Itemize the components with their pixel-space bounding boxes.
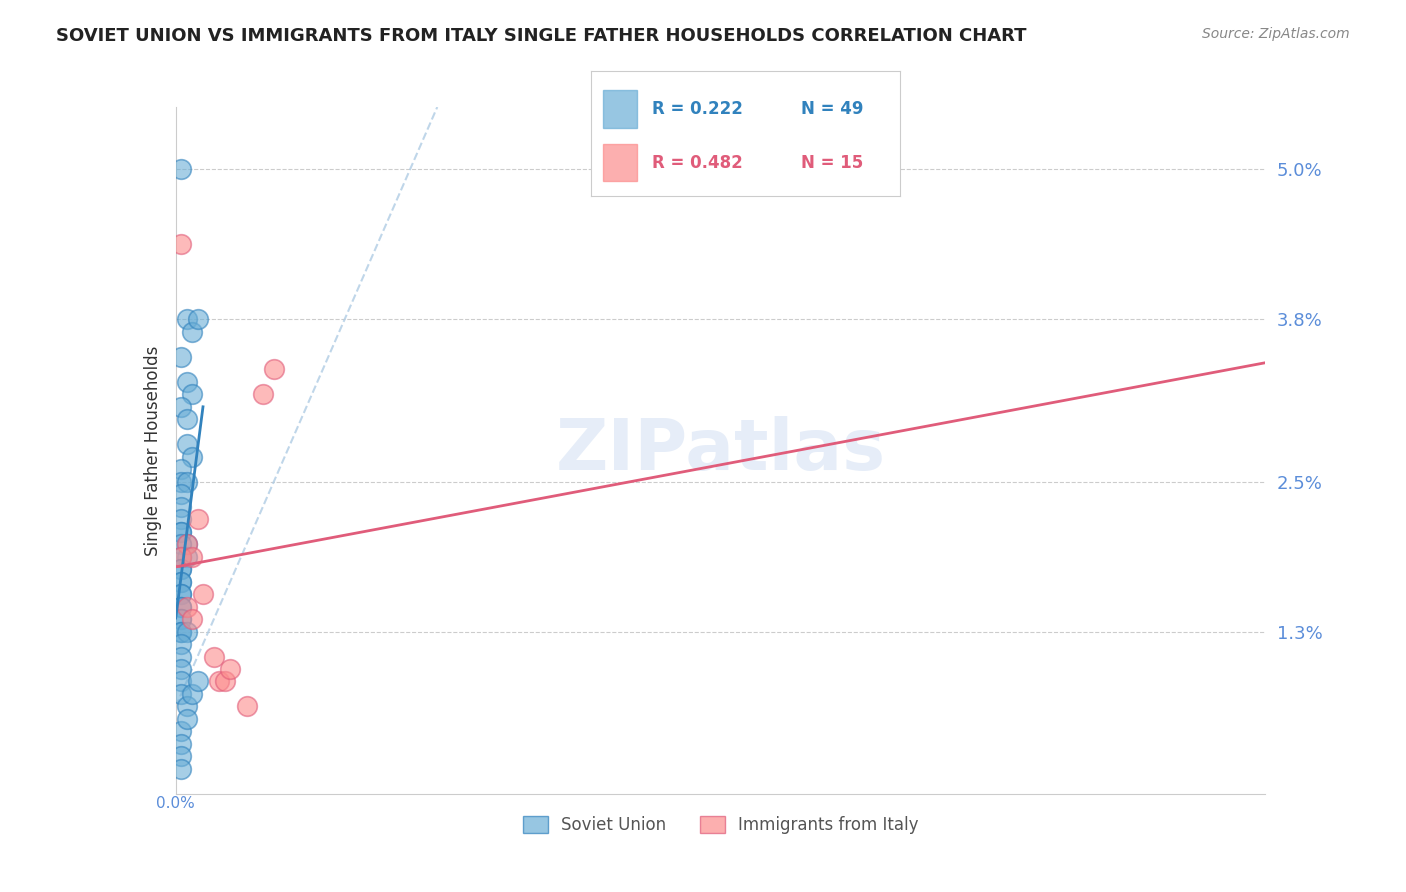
Point — [176, 699, 198, 714]
Point — [181, 612, 204, 626]
Point — [263, 362, 285, 376]
Point — [176, 475, 198, 489]
Point — [176, 537, 198, 551]
Point — [181, 325, 204, 339]
Point — [170, 749, 193, 764]
Point — [170, 637, 193, 651]
Point — [214, 674, 236, 689]
Point — [170, 574, 193, 589]
Bar — [603, 144, 637, 181]
Y-axis label: Single Father Households: Single Father Households — [143, 345, 162, 556]
Point — [170, 400, 193, 414]
Point — [176, 549, 198, 564]
Point — [176, 412, 198, 426]
Point — [170, 475, 193, 489]
Point — [176, 437, 198, 451]
Point — [170, 574, 193, 589]
Point — [170, 524, 193, 539]
Point — [170, 687, 193, 701]
Point — [170, 624, 193, 639]
Bar — [603, 90, 637, 128]
Text: 0.0%: 0.0% — [156, 796, 195, 811]
Point — [176, 312, 198, 326]
Point — [170, 724, 193, 739]
Point — [235, 699, 257, 714]
Point — [170, 512, 193, 526]
Text: N = 49: N = 49 — [801, 100, 863, 118]
Point — [170, 549, 193, 564]
Point — [170, 524, 193, 539]
Point — [170, 612, 193, 626]
Point — [170, 562, 193, 576]
Text: N = 15: N = 15 — [801, 153, 863, 171]
Point — [170, 649, 193, 664]
Point — [170, 624, 193, 639]
Point — [170, 587, 193, 601]
Point — [181, 549, 204, 564]
Point — [170, 537, 193, 551]
Text: SOVIET UNION VS IMMIGRANTS FROM ITALY SINGLE FATHER HOUSEHOLDS CORRELATION CHART: SOVIET UNION VS IMMIGRANTS FROM ITALY SI… — [56, 27, 1026, 45]
Text: R = 0.222: R = 0.222 — [652, 100, 744, 118]
Point — [170, 500, 193, 514]
Point — [170, 762, 193, 776]
Point — [181, 450, 204, 464]
Point — [170, 462, 193, 476]
Point — [170, 599, 193, 614]
Point — [176, 624, 198, 639]
Point — [170, 662, 193, 676]
Legend: Soviet Union, Immigrants from Italy: Soviet Union, Immigrants from Italy — [516, 809, 925, 840]
Point — [170, 162, 193, 177]
Text: R = 0.482: R = 0.482 — [652, 153, 744, 171]
Point — [186, 312, 209, 326]
Point — [176, 599, 198, 614]
Point — [191, 587, 214, 601]
Point — [208, 674, 231, 689]
Point — [170, 674, 193, 689]
Point — [170, 237, 193, 252]
Point — [170, 487, 193, 501]
Point — [252, 387, 274, 401]
Point — [170, 599, 193, 614]
Point — [219, 662, 242, 676]
Point — [186, 674, 209, 689]
Point — [181, 387, 204, 401]
Point — [170, 612, 193, 626]
Point — [176, 375, 198, 389]
Point — [170, 562, 193, 576]
Point — [170, 549, 193, 564]
Point — [170, 587, 193, 601]
Point — [202, 649, 225, 664]
Point — [176, 537, 198, 551]
Point — [170, 350, 193, 364]
Point — [186, 512, 209, 526]
Point — [181, 687, 204, 701]
Point — [176, 712, 198, 726]
Text: Source: ZipAtlas.com: Source: ZipAtlas.com — [1202, 27, 1350, 41]
Point — [170, 737, 193, 751]
Text: ZIPatlas: ZIPatlas — [555, 416, 886, 485]
